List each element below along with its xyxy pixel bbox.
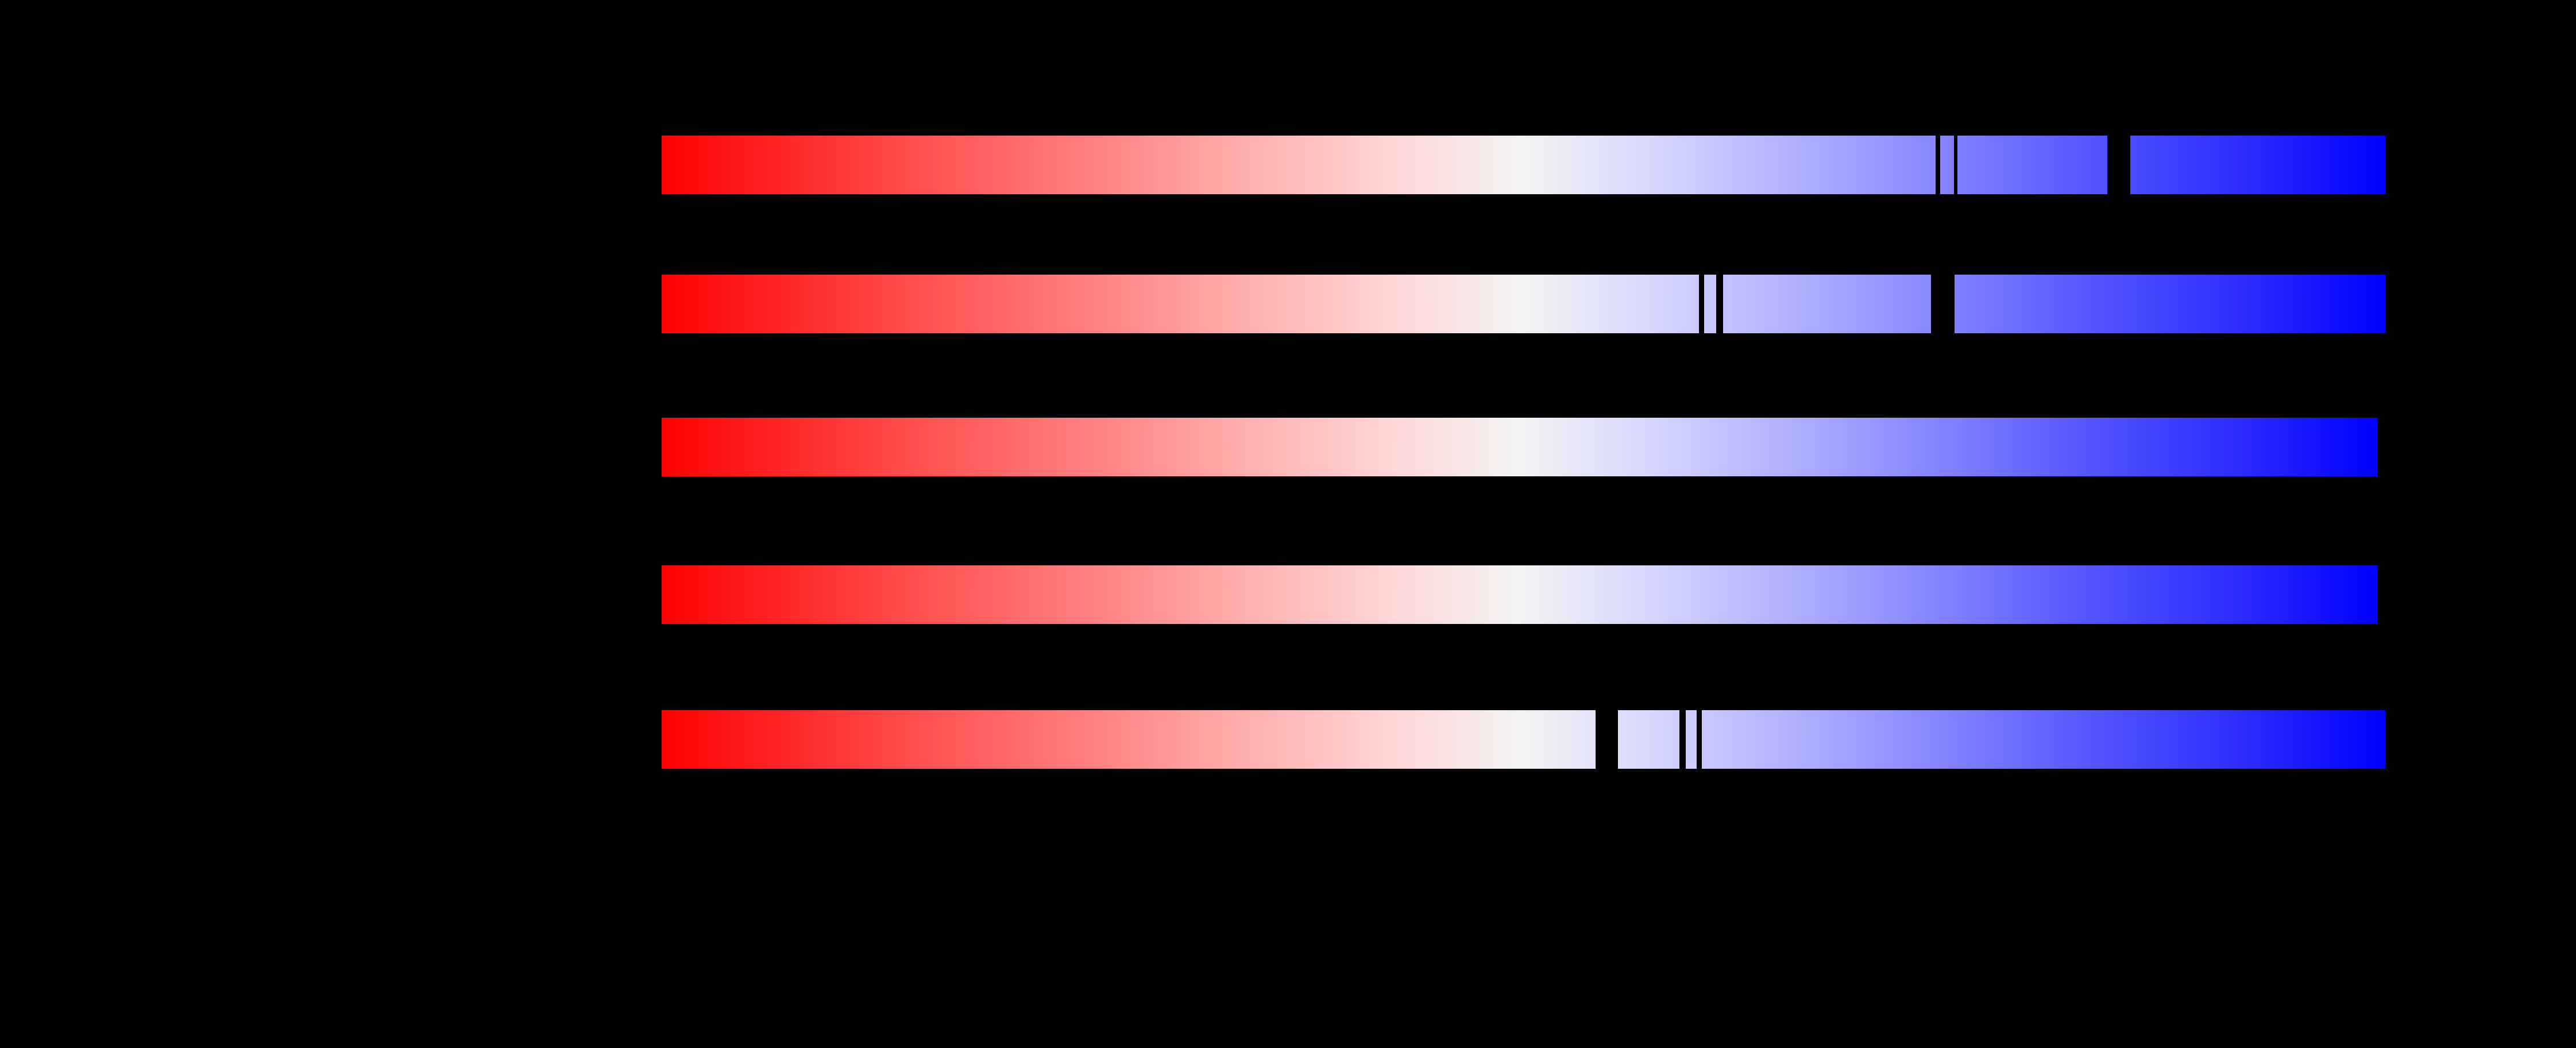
colorbar-segment[interactable] xyxy=(1955,275,2385,333)
colorbar-segment[interactable] xyxy=(662,275,1699,333)
colorbar-gradient-fill xyxy=(662,136,1936,194)
colorbar-gradient-fill xyxy=(1702,710,2385,769)
colorbar-segment[interactable] xyxy=(662,418,2377,476)
colorbar-gradient-fill xyxy=(662,418,2377,476)
colorbar-segment[interactable] xyxy=(662,136,1936,194)
colorbar-segment[interactable] xyxy=(662,565,2377,624)
colorbar-gradient-fill xyxy=(662,565,2377,624)
colorbar-gradient-fill xyxy=(1704,275,1716,333)
colorbar-segment[interactable] xyxy=(1702,710,2385,769)
colorbar-gradient-fill xyxy=(1940,136,1954,194)
colorbar-gradient-fill xyxy=(1618,710,1679,769)
colorbar-segment[interactable] xyxy=(1704,275,1716,333)
colorbar-strip[interactable] xyxy=(0,136,2576,194)
colorbar-gradient-fill xyxy=(1723,275,1931,333)
colorbar-strip[interactable] xyxy=(0,275,2576,333)
colorbar-segment[interactable] xyxy=(662,710,1596,769)
colorbar-segment[interactable] xyxy=(1618,710,1679,769)
colorbar-segment[interactable] xyxy=(1686,710,1697,769)
colorbar-gradient-fill xyxy=(1955,275,2385,333)
colorbar-gradient-fill xyxy=(1686,710,1697,769)
colorbar-gradient-fill xyxy=(662,275,1699,333)
colorbar-strip[interactable] xyxy=(0,565,2576,624)
colorbar-segment[interactable] xyxy=(2130,136,2385,194)
colorbar-strip[interactable] xyxy=(0,710,2576,769)
colorbar-gradient-fill xyxy=(2130,136,2385,194)
colorbar-segment[interactable] xyxy=(1957,136,2107,194)
colorbar-gradient-fill xyxy=(662,710,1596,769)
colorbar-segment[interactable] xyxy=(1940,136,1954,194)
colorbar-gradient-fill xyxy=(1957,136,2107,194)
colorbar-segment[interactable] xyxy=(1723,275,1931,333)
colorbar-strip[interactable] xyxy=(0,418,2576,476)
